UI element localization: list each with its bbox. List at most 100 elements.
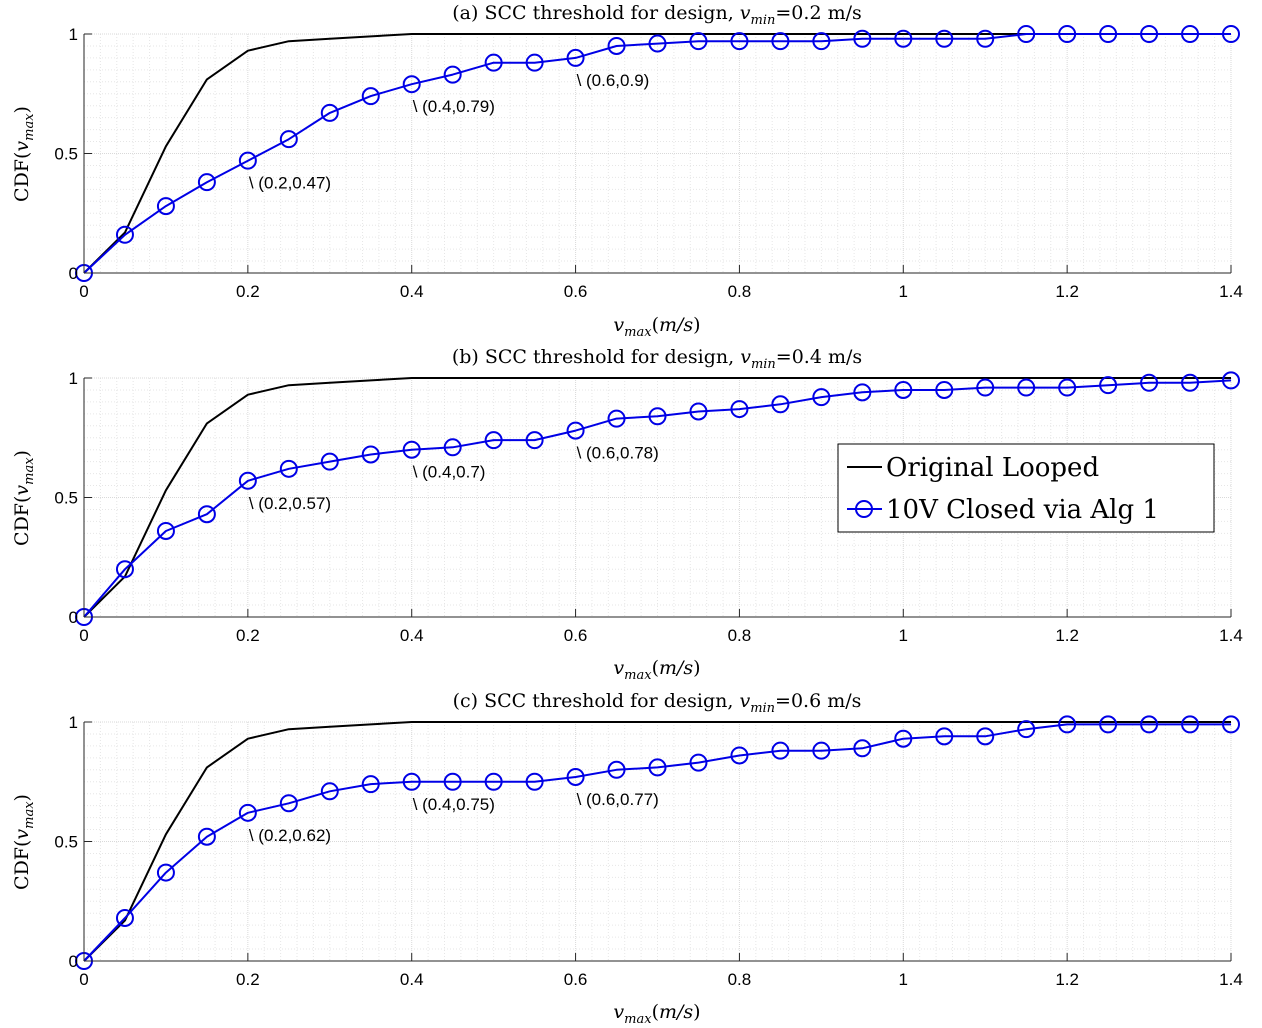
- data-point-marker: [976, 727, 995, 746]
- data-point-marker: [197, 505, 216, 524]
- data-point-marker: [1017, 25, 1036, 43]
- annotation-layer: \ (0.2,0.57) \ (0.4,0.7) \ (0.6,0.78): [249, 444, 659, 513]
- data-point-marker: [361, 445, 380, 464]
- data-point-marker: [935, 727, 954, 746]
- x-tick-label: 1.2: [1055, 626, 1079, 645]
- data-point-marker: [525, 53, 544, 72]
- data-point-marker: [771, 741, 790, 760]
- data-point-marker: [1181, 373, 1200, 392]
- y-tick-label: 0: [69, 608, 78, 627]
- data-point-marker: [894, 29, 913, 48]
- legend-label-original: Original Looped: [886, 453, 1099, 483]
- data-point-marker: [853, 29, 872, 48]
- y-tick-label: 0.5: [54, 489, 78, 508]
- y-axis-label: CDF(vmax): [11, 794, 37, 890]
- data-point-marker: [1099, 715, 1118, 734]
- annotation-layer: \ (0.2,0.47) \ (0.4,0.79) \ (0.6,0.9): [249, 71, 649, 193]
- x-tick-label: 0.2: [236, 282, 260, 301]
- data-point-marker: [1017, 720, 1036, 739]
- data-point-marker: [1058, 25, 1077, 43]
- y-tick-label: 1: [69, 713, 78, 732]
- data-point-marker: [1140, 715, 1159, 734]
- x-tick-label: 0.4: [400, 970, 424, 989]
- data-point-marker: [812, 741, 831, 760]
- subplot-b: (b) SCC threshold for design, vmin=0.4 m…: [11, 346, 1243, 683]
- y-tick-label: 0.5: [54, 833, 78, 852]
- point-annotation: \ (0.4,0.75): [413, 795, 495, 814]
- data-point-marker: [894, 380, 913, 399]
- x-tick-label: 1.4: [1219, 626, 1243, 645]
- x-tick-label: 0: [79, 626, 88, 645]
- data-point-marker: [156, 521, 175, 540]
- data-point-marker: [730, 32, 749, 51]
- data-point-marker: [689, 402, 708, 421]
- data-point-marker: [197, 173, 216, 192]
- point-annotation: \ (0.4,0.79): [413, 97, 495, 116]
- legend-label-closed: 10V Closed via Alg 1: [886, 495, 1159, 525]
- subplot-title: (c) SCC threshold for design, vmin=0.6 m…: [453, 690, 862, 716]
- data-point-marker: [115, 560, 134, 579]
- y-tick-label: 1: [69, 25, 78, 44]
- data-point-marker: [320, 452, 339, 471]
- series-line-original-looped: [83, 721, 1231, 962]
- data-point-marker: [279, 130, 298, 149]
- point-annotation: \ (0.6,0.78): [577, 444, 659, 463]
- data-point-marker: [525, 431, 544, 450]
- series-line-closed-alg1: [83, 379, 1232, 618]
- grid-lines: [83, 721, 1232, 962]
- grid-lines: [83, 33, 1232, 274]
- x-tick-label: 0.4: [400, 626, 424, 645]
- data-point-marker: [730, 400, 749, 419]
- y-tick-label: 1: [69, 369, 78, 388]
- data-point-marker: [1222, 715, 1240, 734]
- data-point-marker: [607, 36, 626, 55]
- data-point-marker: [689, 32, 708, 51]
- tick-layer: 0 0.2 0.4 0.6 0.8 1 1.2 1.4 0 0.5 1: [54, 25, 1242, 301]
- data-point-marker: [484, 53, 503, 72]
- series-layer: [75, 371, 1240, 626]
- series-line-original-looped: [83, 33, 1231, 274]
- x-tick-label: 0.8: [728, 282, 752, 301]
- data-point-marker: [238, 471, 257, 490]
- x-tick-label: 1: [899, 970, 908, 989]
- x-tick-label: 0.6: [564, 970, 588, 989]
- data-point-marker: [1058, 715, 1077, 734]
- y-tick-label: 0.5: [54, 145, 78, 164]
- data-point-marker: [1222, 25, 1240, 43]
- point-annotation: \ (0.2,0.47): [249, 174, 331, 193]
- y-tick-label: 0: [69, 264, 78, 283]
- data-point-marker: [402, 75, 421, 94]
- y-tick-label: 0: [69, 952, 78, 971]
- y-axis-label: CDF(vmax): [11, 106, 37, 202]
- data-point-marker: [484, 772, 503, 791]
- data-point-marker: [1099, 25, 1118, 43]
- x-tick-label: 1: [899, 626, 908, 645]
- data-point-marker: [648, 758, 667, 777]
- data-point-marker: [197, 827, 216, 846]
- data-point-marker: [566, 767, 585, 786]
- legend: Original Looped 10V Closed via Alg 1: [837, 443, 1215, 533]
- x-tick-label: 0.2: [236, 626, 260, 645]
- x-tick-label: 0.6: [564, 282, 588, 301]
- x-axis-label: vmax(m/s): [613, 1001, 700, 1027]
- data-point-marker: [812, 388, 831, 407]
- data-point-marker: [1058, 378, 1077, 397]
- x-tick-label: 1: [899, 282, 908, 301]
- data-point-marker: [320, 782, 339, 801]
- data-point-marker: [566, 421, 585, 440]
- x-tick-label: 1.2: [1055, 282, 1079, 301]
- data-point-marker: [238, 151, 257, 170]
- data-point-marker: [525, 772, 544, 791]
- series-line-closed-alg1: [83, 33, 1231, 274]
- data-point-marker: [443, 65, 462, 84]
- data-point-marker: [648, 34, 667, 53]
- series-line-closed-alg1: [83, 723, 1231, 962]
- data-point-marker: [156, 197, 175, 216]
- legend-marker-closed: [855, 500, 873, 518]
- point-annotation: \ (0.6,0.9): [577, 71, 650, 90]
- series-line-original-looped: [83, 377, 1231, 618]
- x-tick-label: 0: [79, 282, 88, 301]
- subplot-a: (a) SCC threshold for design, vmin=0.2 m…: [11, 2, 1243, 340]
- tick-layer: 0 0.2 0.4 0.6 0.8 1 1.2 1.4 0 0.5 1: [54, 713, 1242, 989]
